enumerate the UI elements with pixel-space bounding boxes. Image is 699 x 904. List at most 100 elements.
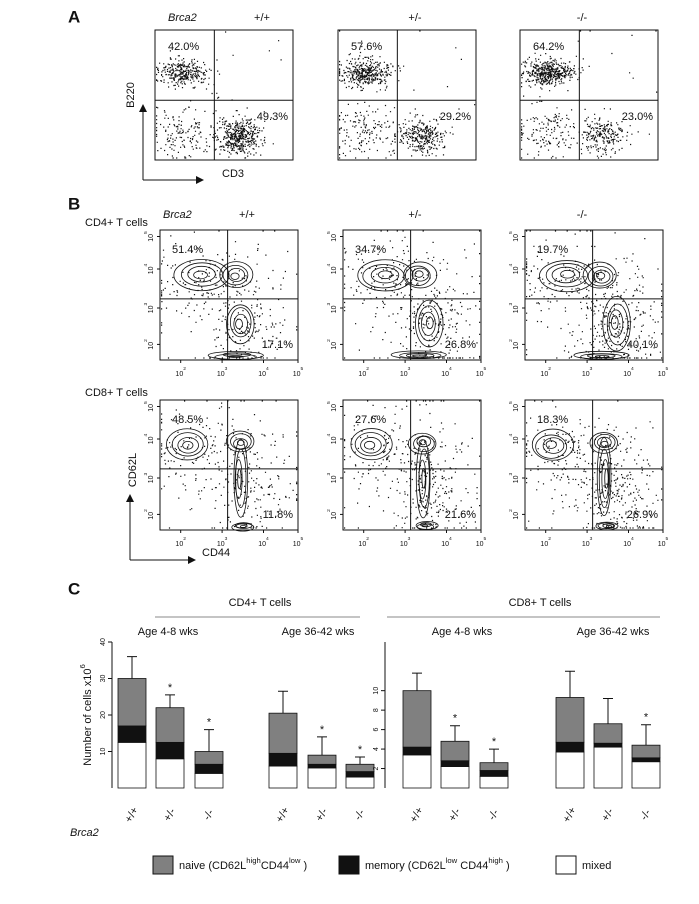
contour (606, 303, 629, 346)
x-tick-label: 105 (476, 366, 487, 378)
bar-segment (440, 760, 470, 767)
quadrant-percent: 18.3% (537, 414, 568, 426)
text-part: 4 (508, 433, 514, 436)
contour (231, 522, 255, 532)
y-tick-label: 105 (143, 231, 155, 242)
text-part: naive (CD62L (179, 860, 246, 872)
bar-segment (345, 776, 375, 789)
text-part: 5 (301, 366, 304, 372)
group-label: Age 4-8 wks (432, 626, 493, 638)
events (161, 400, 298, 529)
x-tick-label: 105 (476, 536, 487, 548)
text-part: 4 (631, 536, 634, 542)
bar-segment (307, 763, 337, 769)
bar-segment (631, 761, 661, 789)
text-part: 10 (331, 342, 338, 350)
text-part: 3 (143, 302, 149, 305)
contour (608, 309, 624, 338)
bar-segment (440, 740, 470, 762)
significance: * (168, 682, 173, 694)
contour (425, 316, 434, 330)
y-tick-label: 102 (143, 339, 155, 350)
text-part: 2 (326, 509, 332, 512)
contour (405, 353, 435, 358)
quadrant-percent: 23.0% (622, 111, 653, 123)
legend-swatch (338, 855, 360, 875)
text-part: 3 (225, 536, 228, 542)
legend-label: memory (CD62Llow CD44high ) (365, 856, 510, 872)
x-tick-label: 103 (582, 366, 593, 378)
y-tick-label: 104 (143, 263, 155, 274)
quadrant-percent: 42.0% (168, 41, 199, 53)
significance: * (320, 724, 325, 736)
text-part: 2 (183, 536, 186, 542)
error-bar (412, 672, 422, 691)
x-tick-label: 105 (658, 536, 669, 548)
error-bar (565, 670, 575, 698)
text-part: 10 (331, 305, 338, 313)
contour (225, 430, 255, 453)
text-part: 10 (148, 305, 155, 313)
text-part: 5 (301, 536, 304, 542)
x-tick-label: +/- (446, 806, 463, 824)
x-tick-label: +/- (599, 806, 616, 824)
text-part: 10 (293, 371, 301, 378)
bar-segment (307, 767, 337, 789)
text-part: 5 (326, 231, 332, 234)
significance: * (207, 717, 212, 729)
y-tick-label: 103 (508, 472, 520, 483)
x-tick-label: 104 (623, 536, 634, 548)
contour (193, 270, 208, 280)
text-part: 10 (331, 404, 338, 412)
quadrant-percent: 17.1% (262, 339, 293, 351)
text-part: 10 (623, 541, 631, 548)
text-part: 5 (143, 231, 149, 234)
contour (233, 313, 249, 335)
y-tick-label: 104 (326, 263, 338, 274)
text-part: 10 (513, 234, 520, 242)
text-part: 4 (326, 263, 332, 266)
axis-label: CD3 (222, 168, 244, 180)
quadrant-percent: 26.8% (445, 339, 476, 351)
contour (596, 272, 606, 280)
contour (418, 305, 440, 342)
text-part: 3 (143, 472, 149, 475)
text-part: CD44 (457, 860, 488, 872)
x-tick-label: +/- (313, 806, 330, 824)
bar-segment (345, 763, 375, 772)
text-part: 2 (508, 509, 514, 512)
text-part: 10 (658, 371, 666, 378)
contour (593, 433, 616, 451)
text-part: CD44 (261, 860, 289, 872)
y-tick-label: 6 (373, 728, 380, 732)
error-bar (641, 724, 651, 746)
contour (600, 440, 609, 447)
x-tick-label: 104 (441, 366, 452, 378)
bar-segment (117, 725, 147, 743)
contour (415, 521, 439, 530)
genotype-label: +/+ (254, 12, 270, 24)
x-tick-label: -/- (638, 807, 654, 822)
contour (234, 522, 253, 529)
contour (360, 437, 382, 454)
contour (411, 267, 430, 282)
x-tick-label: 104 (258, 536, 269, 548)
axis-label: CD62L (127, 453, 139, 487)
contour (535, 434, 568, 459)
text-part: 10 (175, 371, 183, 378)
text-part: 2 (183, 366, 186, 372)
plot-frame (342, 399, 482, 531)
y-tick-label: 40 (100, 638, 107, 646)
contour (593, 269, 611, 284)
y-tick-label: 8 (373, 708, 380, 712)
plot-frame (524, 399, 664, 531)
text-part: 10 (476, 371, 484, 378)
y-tick-label: 103 (143, 472, 155, 483)
contour (171, 432, 204, 457)
axis-label: CD44 (202, 547, 230, 559)
text-part: 3 (508, 302, 514, 305)
contour (234, 459, 243, 499)
quadrant-percent: 48.5% (172, 414, 203, 426)
contour (403, 261, 438, 289)
significance: * (453, 713, 458, 725)
